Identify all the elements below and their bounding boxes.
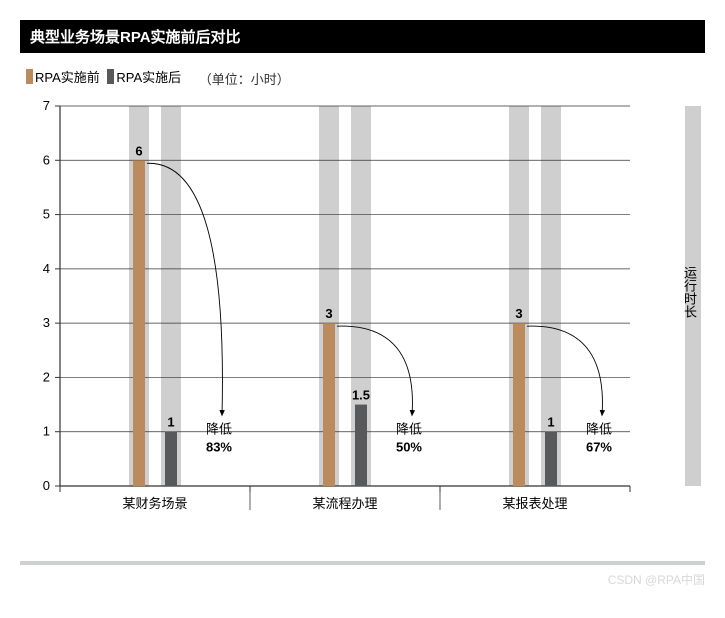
legend-swatch-before (26, 69, 33, 84)
legend: RPA实施前 RPA实施后 （单位：小时） (26, 67, 705, 88)
legend-item-before: RPA实施前 (26, 67, 100, 86)
legend-swatch-after (107, 69, 114, 84)
chart-title: 典型业务场景RPA实施前后对比 (30, 29, 241, 46)
legend-label-after: RPA实施后 (116, 67, 181, 86)
legend-unit: （单位：小时） (199, 72, 290, 87)
chart-title-bar: 典型业务场景RPA实施前后对比 (20, 20, 705, 53)
bar-value-label: 6 (135, 143, 142, 158)
bar-before (323, 323, 335, 486)
bar-after (355, 405, 367, 486)
y-tick-label: 7 (43, 98, 50, 113)
y-tick-label: 2 (43, 369, 50, 384)
bar-after (165, 432, 177, 486)
bar-value-label: 1 (547, 415, 554, 430)
bar-before (133, 160, 145, 486)
annotation-prefix: 降低 (206, 421, 232, 436)
y-tick-label: 0 (43, 478, 50, 493)
bar-value-label: 1 (167, 415, 174, 430)
annotation-value: 83% (206, 439, 232, 454)
annotation-prefix: 降低 (396, 421, 422, 436)
x-category-label: 某财务场景 (122, 496, 187, 511)
annotation-prefix: 降低 (586, 421, 612, 436)
legend-label-before: RPA实施前 (35, 67, 100, 86)
bar-before (513, 323, 525, 486)
reduction-arrow (527, 326, 602, 415)
x-category-label: 某流程办理 (312, 496, 377, 511)
x-category-label: 某报表处理 (502, 496, 567, 511)
legend-item-after: RPA实施后 (107, 67, 181, 86)
bar-chart: 0 1 2 3 4 5 6 7 某财务场景 某流程办理 某报表处理 6 1 降低 83% 3 1.5 降低 50% 3… (20, 96, 660, 536)
y-tick-label: 4 (43, 261, 50, 276)
annotation-value: 67% (586, 439, 612, 454)
reduction-arrow (337, 326, 412, 415)
bar-value-label: 3 (325, 306, 332, 321)
y-tick-label: 3 (43, 315, 50, 330)
watermark: CSDN @RPA中国 (20, 571, 705, 588)
bar-value-label: 1.5 (352, 388, 370, 403)
y-tick-label: 5 (43, 207, 50, 222)
footer-divider (20, 561, 705, 565)
y-tick-label: 6 (43, 152, 50, 167)
bar-after (545, 432, 557, 486)
chart-container: 0 1 2 3 4 5 6 7 某财务场景 某流程办理 某报表处理 6 1 降低 83% 3 1.5 降低 50% 3… (20, 96, 705, 541)
annotation-value: 50% (396, 439, 422, 454)
bar-value-label: 3 (515, 306, 522, 321)
side-axis-label: 运行时长 (680, 266, 699, 318)
y-tick-label: 1 (43, 424, 50, 439)
